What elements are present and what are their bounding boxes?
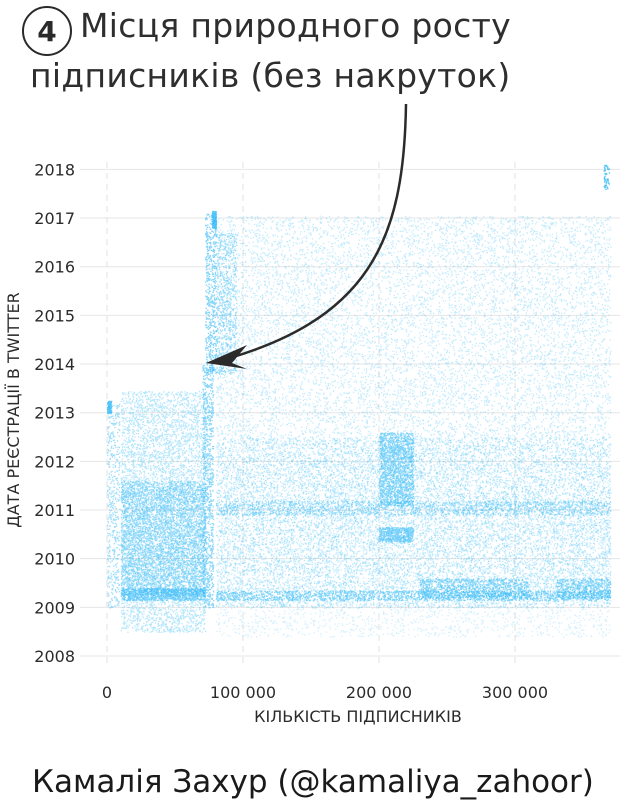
x-tick-label: 100 000 (210, 683, 276, 702)
point-cluster (603, 164, 611, 190)
y-tick-label: 2014 (34, 355, 75, 374)
point-cluster (120, 587, 207, 602)
data-point-group (120, 587, 207, 602)
point-cluster (216, 500, 612, 517)
point-cluster (211, 210, 218, 229)
point-cluster (379, 432, 415, 507)
data-point-group (379, 527, 415, 543)
data-point-group (120, 390, 207, 633)
point-cluster (215, 215, 612, 609)
author-credit: Камалія Захур (@kamaliya_zahoor) (32, 764, 594, 800)
step-number: 4 (37, 14, 57, 48)
data-point-group (603, 164, 611, 190)
axes: 2008 2009 2010 2011 2012 2013 2014 2015 2016 2017… (4, 160, 548, 726)
x-tick-label: 300 000 (482, 683, 548, 702)
data-point-group (216, 500, 612, 517)
x-tick-label: 0 (102, 683, 112, 702)
y-tick-label: 2017 (34, 209, 75, 228)
data-point-group (205, 213, 218, 375)
chart-title-line-1: Місця природного росту (80, 6, 511, 45)
x-axis-title: КІЛЬКІСТЬ ПІДПИСНИКІВ (254, 707, 462, 726)
annotation-arrow (206, 103, 408, 369)
annotation-arrow-head (206, 345, 247, 369)
step-number-badge: 4 (22, 6, 72, 56)
y-tick-label: 2015 (34, 306, 75, 325)
y-tick-label: 2008 (34, 647, 75, 666)
data-point-group (107, 400, 113, 414)
data-point-group (120, 480, 207, 597)
x-tick-label: 200 000 (346, 683, 412, 702)
point-cluster (556, 578, 612, 599)
point-cluster (205, 213, 218, 375)
point-cluster (120, 480, 207, 597)
data-point-group (215, 437, 612, 609)
y-tick-label: 2013 (34, 404, 75, 423)
point-cluster (419, 578, 530, 599)
point-cluster (107, 403, 121, 609)
y-axis-title: ДАТА РЕЄСТРАЦІЇ В TWITTER (4, 292, 23, 528)
data-point-group (556, 578, 612, 599)
y-tick-label: 2009 (34, 598, 75, 617)
point-cluster (215, 590, 611, 602)
data-point-group (211, 210, 218, 229)
y-tick-label: 2012 (34, 452, 75, 471)
data-point-group (215, 232, 238, 375)
chart-title-line-2: підписників (без накруток) (30, 56, 511, 95)
point-cluster (379, 527, 415, 543)
data-point-group (215, 215, 612, 609)
point-cluster (202, 364, 215, 609)
data-point-group (107, 403, 121, 609)
y-tick-label: 2016 (34, 258, 75, 277)
data-point-group (216, 607, 611, 638)
data-point-group (419, 578, 530, 599)
point-cluster (215, 232, 238, 375)
point-cluster (216, 607, 611, 638)
point-cluster (107, 400, 113, 414)
data-point-group (215, 590, 611, 602)
y-tick-label: 2018 (34, 160, 75, 179)
data-points (107, 164, 612, 638)
point-cluster (120, 390, 207, 633)
annotation-arrow-curve (211, 103, 408, 365)
data-point-group (202, 364, 215, 609)
y-tick-label: 2011 (34, 501, 75, 520)
y-tick-label: 2010 (34, 550, 75, 569)
point-cluster (215, 437, 612, 609)
data-point-group (379, 432, 415, 507)
